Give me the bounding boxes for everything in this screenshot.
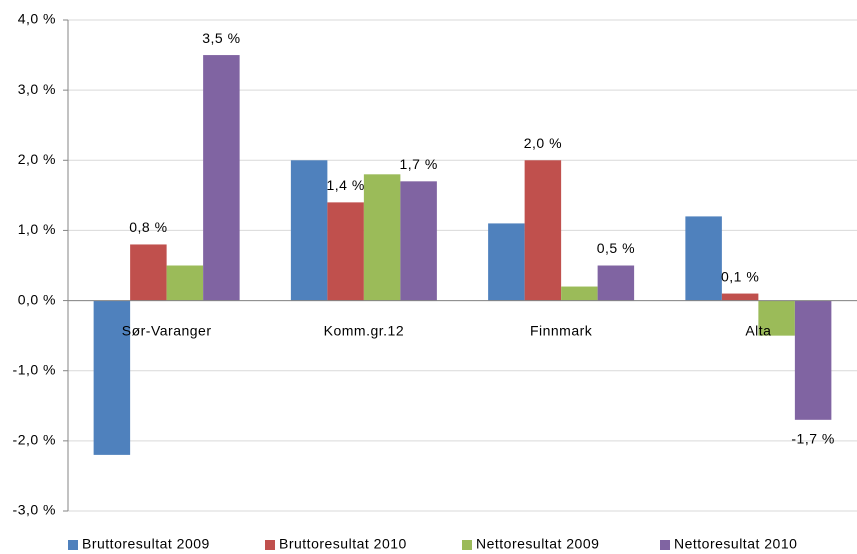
bar <box>597 265 635 301</box>
data-label: 0,8 % <box>129 219 167 235</box>
bar <box>290 160 328 301</box>
data-label: 0,1 % <box>721 268 759 284</box>
bar <box>166 265 204 301</box>
x-tick-label: Alta <box>745 322 771 338</box>
legend-label: Nettoresultat 2010 <box>674 536 797 552</box>
bar <box>363 174 401 301</box>
y-tick-label: 2,0 % <box>18 151 56 167</box>
data-label: 2,0 % <box>524 135 562 151</box>
data-label: 0,5 % <box>597 240 635 256</box>
x-tick-label: Komm.gr.12 <box>324 322 404 338</box>
bar <box>794 300 832 420</box>
bar <box>758 300 795 336</box>
legend-swatch <box>462 540 472 550</box>
x-tick-label: Finnmark <box>530 322 593 338</box>
data-label: 3,5 % <box>202 30 240 46</box>
bar <box>130 244 167 301</box>
y-tick-label: -3,0 % <box>13 502 56 518</box>
bar <box>400 181 437 301</box>
bar <box>561 286 598 301</box>
legend-swatch <box>68 540 78 550</box>
data-label: -1,7 % <box>791 431 834 447</box>
y-tick-label: -1,0 % <box>13 361 56 377</box>
legend-label: Nettoresultat 2009 <box>476 536 599 552</box>
y-tick-label: 3,0 % <box>18 81 56 97</box>
legend-swatch <box>265 540 275 550</box>
bar <box>685 216 722 301</box>
y-tick-label: 4,0 % <box>18 11 56 27</box>
bar <box>203 55 240 301</box>
bar <box>327 202 364 301</box>
bar <box>93 300 131 455</box>
x-tick-label: Sør-Varanger <box>122 322 212 338</box>
y-tick-label: -2,0 % <box>13 432 56 448</box>
bar <box>488 223 525 301</box>
bar <box>524 160 562 301</box>
data-label: 1,7 % <box>399 156 437 172</box>
data-label: 1,4 % <box>326 177 364 193</box>
legend-label: Bruttoresultat 2009 <box>82 536 210 552</box>
legend-label: Bruttoresultat 2010 <box>279 536 407 552</box>
y-tick-label: 0,0 % <box>18 291 56 307</box>
y-tick-label: 1,0 % <box>18 221 56 237</box>
legend-swatch <box>660 540 670 550</box>
bar <box>721 293 759 301</box>
